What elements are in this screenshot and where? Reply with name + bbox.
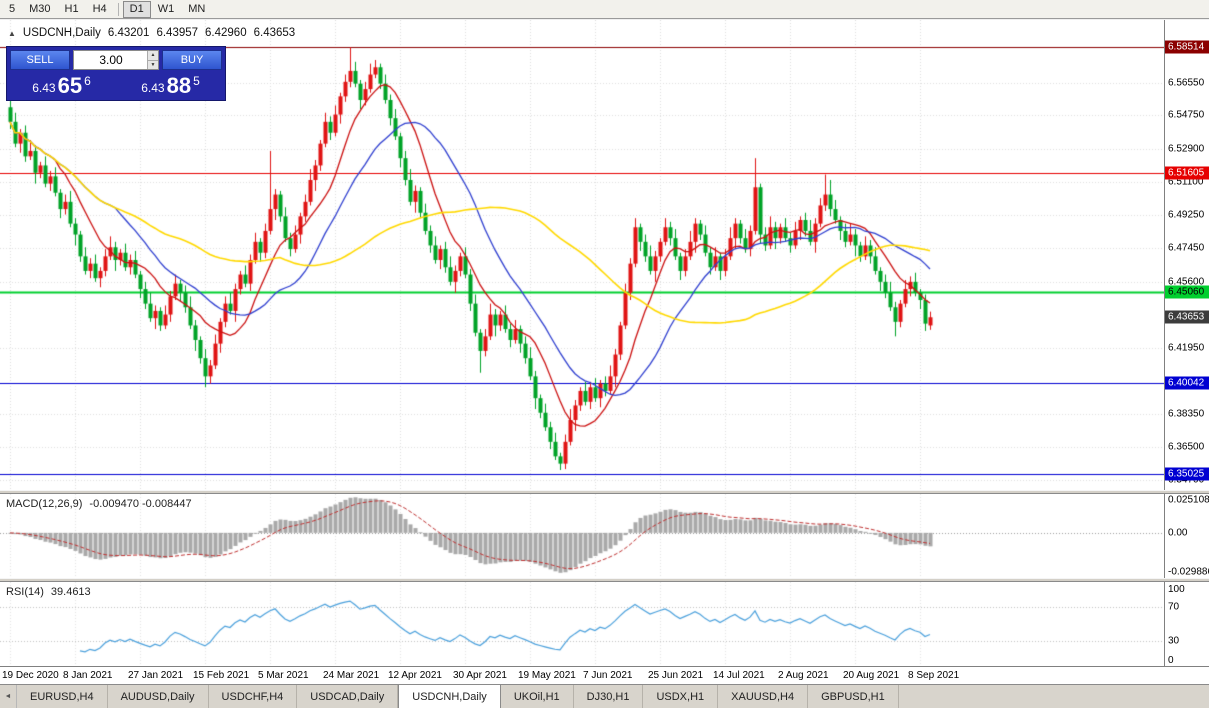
ohlc-high-value: 6.43957 xyxy=(156,27,199,39)
rsi-scale-100-label: 100 xyxy=(1168,584,1185,595)
macd-title: MACD(12,26,9) xyxy=(6,498,83,510)
sell-price-display: 6.43 65 6 xyxy=(10,73,113,97)
price-level-badge: 6.40042 xyxy=(1165,376,1209,390)
buy-price-display: 6.43 88 5 xyxy=(119,73,222,97)
price-scale[interactable]: 0.025108 0.00 -0.029886 100 70 30 0 6.56… xyxy=(1164,20,1209,666)
volume-box: ▲ ▼ xyxy=(73,50,159,70)
time-axis-label: 19 Dec 2020 xyxy=(2,670,59,681)
timeframe-button-5[interactable]: 5 xyxy=(9,2,16,15)
rsi-scale-30-label: 30 xyxy=(1168,635,1180,647)
timeframe-button-w1[interactable]: W1 xyxy=(157,2,175,15)
price-tick-label: 6.52900 xyxy=(1168,143,1205,155)
rsi-indicator-canvas[interactable] xyxy=(0,582,1164,666)
tab-scroll-left-button[interactable]: ◄ xyxy=(0,685,17,708)
time-axis-label: 8 Sep 2021 xyxy=(908,670,960,681)
one-click-trade-panel: SELL ▲ ▼ BUY 6.43 65 6 6.43 xyxy=(6,46,226,101)
ohlc-open-value: 6.43201 xyxy=(107,27,150,39)
time-axis-label: 5 Mar 2021 xyxy=(258,670,309,681)
sell-button[interactable]: SELL xyxy=(10,50,70,70)
rsi-scale-70-label: 70 xyxy=(1168,601,1180,613)
rsi-header: RSI(14) 39.4613 xyxy=(6,586,91,598)
price-tick-label: 6.56550 xyxy=(1168,77,1205,89)
macd-indicator-canvas[interactable] xyxy=(0,494,1164,578)
macd-scale-min-label: -0.029886 xyxy=(1168,566,1209,578)
price-tick-label: 6.45600 xyxy=(1168,276,1205,288)
timeframe-button-m30[interactable]: M30 xyxy=(29,2,51,15)
chart-tab-bar: ◄ EURUSD,H4 AUDUSD,Daily USDCHF,H4 USDCAD,D… xyxy=(0,684,1209,708)
rsi-title: RSI(14) xyxy=(6,586,44,598)
volume-spinner: ▲ ▼ xyxy=(147,51,158,69)
macd-header: MACD(12,26,9) -0.009470 -0.008447 xyxy=(6,498,192,510)
price-tick-label: 6.54750 xyxy=(1168,109,1205,121)
chart-symbol-label: USDCNH,Daily xyxy=(22,27,101,39)
price-level-badge: 6.35025 xyxy=(1165,467,1209,481)
chart-tab-eurusd-h4[interactable]: EURUSD,H4 xyxy=(17,685,108,708)
buy-price-pip-digit: 5 xyxy=(193,74,200,88)
buy-price-big-digits: 88 xyxy=(166,73,192,98)
timeframe-button-d1[interactable]: D1 xyxy=(122,0,151,18)
chart-tab-usdchf-h4[interactable]: USDCHF,H4 xyxy=(209,685,298,708)
chart-tab-usdcnh-daily[interactable]: USDCNH,Daily xyxy=(398,685,501,708)
timeframe-button-h4[interactable]: H4 xyxy=(92,2,107,15)
tabs-container: EURUSD,H4 AUDUSD,Daily USDCHF,H4 USDCAD,Dai… xyxy=(17,685,899,708)
current-price-badge: 6.43653 xyxy=(1165,310,1209,324)
panel-splitter[interactable] xyxy=(0,490,1209,494)
chart-ohlc-header: ▲ USDCNH,Daily 6.43201 6.43957 6.42960 6… xyxy=(8,27,295,39)
chart-tab-gbpusd-h1[interactable]: GBPUSD,H1 xyxy=(808,685,899,708)
price-tick-label: 6.51100 xyxy=(1168,176,1204,188)
rsi-value: 39.4613 xyxy=(50,586,91,598)
price-level-badge: 6.58514 xyxy=(1165,40,1209,54)
time-axis-label: 27 Jan 2021 xyxy=(128,670,184,681)
time-axis-label: 7 Jun 2021 xyxy=(583,670,633,681)
chart-tab-audusd-daily[interactable]: AUDUSD,Daily xyxy=(108,685,209,708)
time-axis-label: 12 Apr 2021 xyxy=(388,670,442,681)
price-tick-label: 6.41950 xyxy=(1168,342,1205,354)
volume-input[interactable] xyxy=(74,51,158,69)
timeframe-button-h1[interactable]: H1 xyxy=(64,2,79,15)
one-click-toggle-icon[interactable]: ▲ xyxy=(8,28,16,38)
price-level-badge: 6.45060 xyxy=(1165,285,1209,299)
time-axis-label: 20 Aug 2021 xyxy=(843,670,900,681)
sell-price-pip-digit: 6 xyxy=(84,74,91,88)
price-level-badge: 6.51605 xyxy=(1165,166,1209,180)
time-axis-label: 14 Jul 2021 xyxy=(713,670,765,681)
rsi-scale-0-label: 0 xyxy=(1168,655,1174,666)
time-axis-label: 25 Jun 2021 xyxy=(648,670,704,681)
price-tick-label: 6.38350 xyxy=(1168,408,1205,420)
price-tick-label: 6.47450 xyxy=(1168,242,1205,254)
sell-price-prefix: 6.43 xyxy=(32,81,56,95)
ohlc-close-value: 6.43653 xyxy=(253,27,296,39)
volume-increase-button[interactable]: ▲ xyxy=(147,51,158,60)
time-axis-label: 2 Aug 2021 xyxy=(778,670,829,681)
time-axis-label: 19 May 2021 xyxy=(518,670,576,681)
time-axis-label: 15 Feb 2021 xyxy=(193,670,250,681)
time-axis-label: 8 Jan 2021 xyxy=(63,670,113,681)
macd-values: -0.009470 -0.008447 xyxy=(89,498,192,510)
timeframe-toolbar: 5 M30 H1 H4 D1 W1 MN xyxy=(0,0,1209,19)
buy-price-prefix: 6.43 xyxy=(141,81,165,95)
volume-decrease-button[interactable]: ▼ xyxy=(147,59,158,69)
sell-price-big-digits: 65 xyxy=(57,73,83,98)
panel-splitter[interactable] xyxy=(0,578,1209,582)
ohlc-low-value: 6.42960 xyxy=(205,27,247,39)
price-tick-label: 6.36500 xyxy=(1168,441,1205,453)
chart-tab-ukoil-h1[interactable]: UKOil,H1 xyxy=(501,685,574,708)
chart-tab-xauusd-h4[interactable]: XAUUSD,H4 xyxy=(718,685,809,708)
tab-scroll-left-icon: ◄ xyxy=(4,693,12,700)
timeframe-button-mn[interactable]: MN xyxy=(188,2,206,15)
time-axis-label: 24 Mar 2021 xyxy=(323,670,380,681)
chart-tab-usdx-h1[interactable]: USDX,H1 xyxy=(643,685,719,708)
chart-tab-dj30-h1[interactable]: DJ30,H1 xyxy=(574,685,644,708)
macd-scale-max-label: 0.025108 xyxy=(1168,494,1209,506)
chart-tab-usdcad-daily[interactable]: USDCAD,Daily xyxy=(297,685,399,708)
time-axis-label: 30 Apr 2021 xyxy=(453,670,507,681)
toolbar-separator xyxy=(117,2,119,16)
buy-button[interactable]: BUY xyxy=(162,50,222,70)
macd-scale-zero-label: 0.00 xyxy=(1168,527,1188,539)
time-axis[interactable]: 19 Dec 2020 8 Jan 2021 27 Jan 2021 15 Feb 2… xyxy=(0,666,1209,684)
chart-window: 0.025108 0.00 -0.029886 100 70 30 0 6.56… xyxy=(0,20,1209,684)
price-tick-label: 6.49250 xyxy=(1168,209,1205,221)
